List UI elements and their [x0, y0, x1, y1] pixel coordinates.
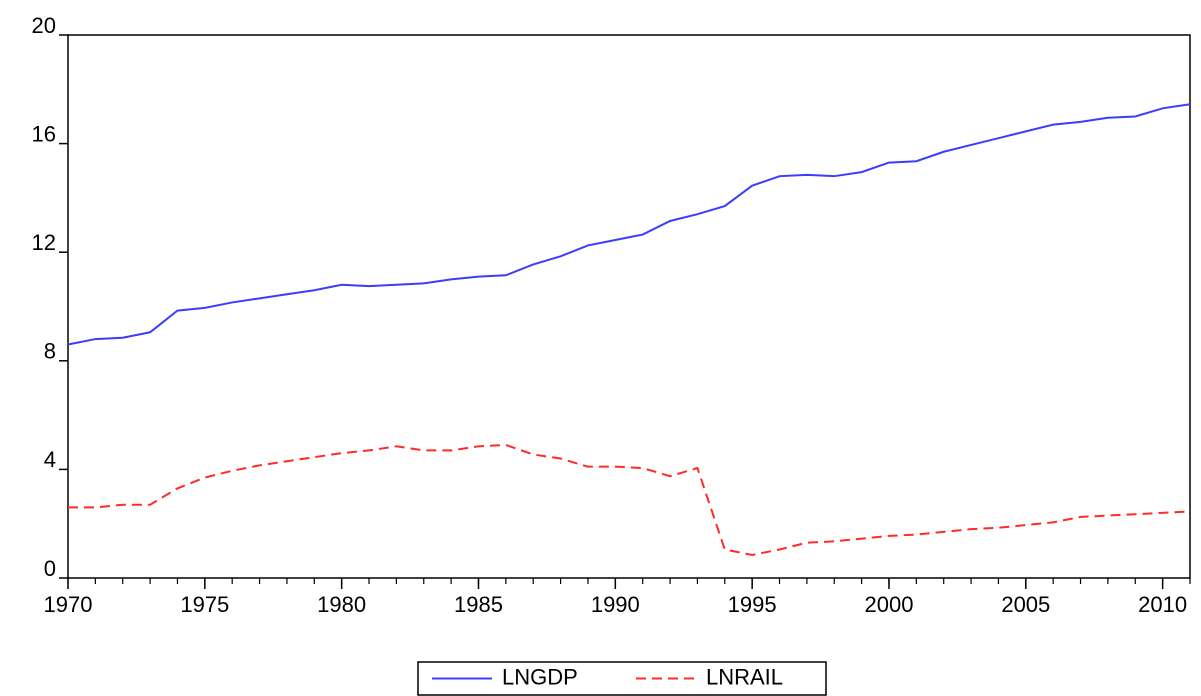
legend-label: LNGDP [502, 664, 578, 689]
plot-frame [67, 34, 1191, 579]
x-tick-label: 2005 [1001, 592, 1050, 617]
x-tick-label: 1995 [728, 592, 777, 617]
y-tick-label: 0 [44, 556, 56, 581]
y-tick-label: 20 [32, 13, 56, 38]
y-tick-label: 4 [44, 447, 56, 472]
x-tick-label: 2010 [1138, 592, 1187, 617]
series-line [68, 443, 1191, 556]
x-tick-label: 1970 [44, 592, 93, 617]
y-tick-label: 12 [32, 230, 56, 255]
series-line [67, 103, 1191, 346]
x-tick-label: 1990 [591, 592, 640, 617]
y-tick-label: 16 [32, 121, 56, 146]
legend-label: LNRAIL [706, 664, 783, 689]
x-tick-label: 1975 [180, 592, 229, 617]
y-tick-label: 8 [44, 339, 56, 364]
x-tick-label: 1980 [317, 592, 366, 617]
x-tick-label: 2000 [864, 592, 913, 617]
x-tick-label: 1985 [454, 592, 503, 617]
